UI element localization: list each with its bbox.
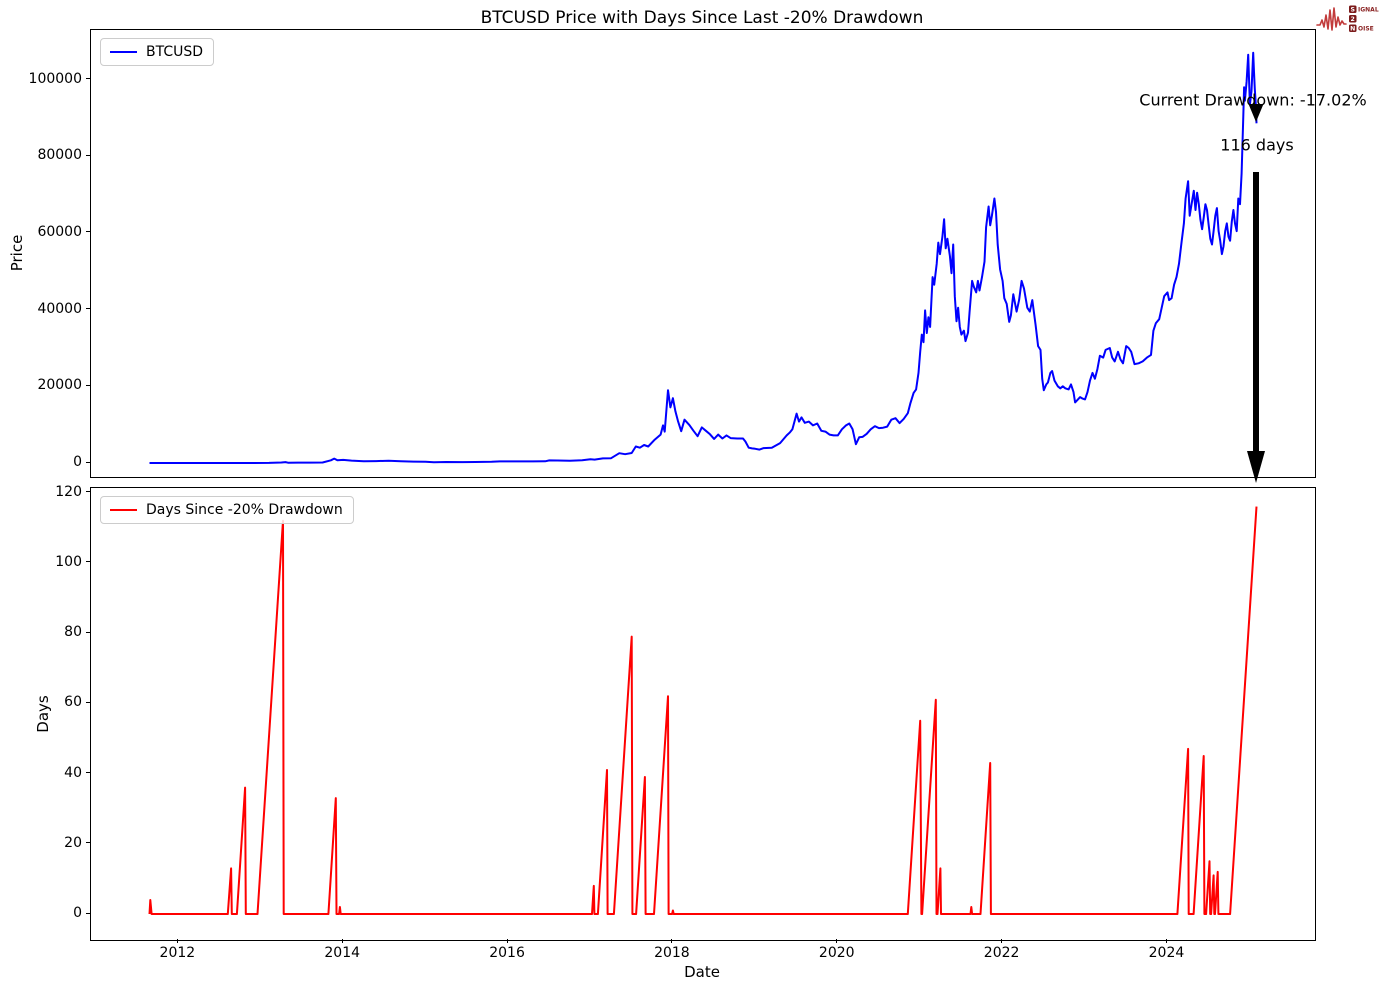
price-plot <box>149 51 1258 464</box>
y-tick-label: 0 <box>73 454 82 470</box>
logo-word-ignal: IGNAL <box>1358 7 1379 14</box>
y-tick-mark <box>86 912 90 914</box>
days-plot <box>148 506 1258 915</box>
y-tick-mark <box>86 631 90 633</box>
y-tick-mark <box>86 308 90 310</box>
date-axis-label: Date <box>684 963 720 981</box>
x-tick-mark <box>671 939 673 943</box>
chart-title: BTCUSD Price with Days Since Last -20% D… <box>480 8 924 28</box>
logo-letter-s: S <box>1350 7 1354 14</box>
logo-letter-n: N <box>1350 26 1355 33</box>
x-tick-mark <box>836 939 838 943</box>
y-tick-label: 80 <box>64 624 82 641</box>
y-tick-label: 120 <box>55 483 82 500</box>
x-tick-label: 2014 <box>324 945 361 961</box>
days-count-annotation: 116 days <box>1220 135 1294 155</box>
price-axis-label: Price <box>8 234 26 272</box>
days-legend: Days Since -20% Drawdown <box>100 496 354 524</box>
current-drawdown-annotation: Current Drawdown: -17.02% <box>1139 90 1367 110</box>
days-line-swatch <box>110 509 137 511</box>
y-tick-label: 60000 <box>37 223 82 240</box>
x-tick-label: 2022 <box>983 945 1020 961</box>
y-tick-mark <box>86 78 90 80</box>
logo-waveform-icon <box>1316 7 1347 31</box>
x-tick-mark <box>176 939 178 943</box>
series-line-days-since-20-drawdown <box>148 506 1258 915</box>
days-axis-label: Days <box>34 695 52 733</box>
btcusd-legend-label: BTCUSD <box>146 44 204 60</box>
y-tick-label: 80000 <box>37 147 82 164</box>
y-tick-mark <box>86 461 90 463</box>
y-tick-label: 20 <box>64 834 82 851</box>
x-tick-label: 2016 <box>489 945 525 961</box>
x-tick-mark <box>1165 939 1167 943</box>
y-tick-mark <box>86 772 90 774</box>
y-tick-label: 40 <box>64 764 82 781</box>
days-legend-label: Days Since -20% Drawdown <box>146 502 343 518</box>
x-tick-mark <box>1001 939 1003 943</box>
y-tick-mark <box>86 154 90 156</box>
y-tick-label: 100 <box>55 553 82 570</box>
btcusd-line-swatch <box>110 51 137 53</box>
logo-digit-2: 2 <box>1351 16 1355 23</box>
signal2noise-logo: S IGNAL 2 N OISE <box>1316 5 1379 33</box>
series-line-btcusd <box>149 51 1258 464</box>
x-tick-label: 2018 <box>654 945 690 961</box>
y-tick-mark <box>86 231 90 233</box>
y-tick-label: 40000 <box>37 300 82 317</box>
y-tick-label: 0 <box>73 905 82 921</box>
y-tick-label: 60 <box>64 694 82 711</box>
days-axes: Days Since -20% Drawdown <box>90 487 1316 941</box>
price-legend: BTCUSD <box>100 38 215 66</box>
price-axes: BTCUSD <box>90 29 1316 478</box>
y-tick-mark <box>86 384 90 386</box>
x-tick-mark <box>506 939 508 943</box>
y-tick-mark <box>86 701 90 703</box>
y-tick-label: 100000 <box>28 70 82 87</box>
x-tick-label: 2012 <box>159 945 196 961</box>
x-tick-label: 2024 <box>1148 945 1185 961</box>
y-tick-mark <box>86 561 90 563</box>
y-tick-mark <box>86 842 90 844</box>
x-tick-label: 2020 <box>818 945 855 961</box>
x-tick-mark <box>341 939 343 943</box>
y-tick-label: 20000 <box>37 377 82 394</box>
y-tick-mark <box>86 491 90 493</box>
logo-word-oise: OISE <box>1358 26 1374 33</box>
